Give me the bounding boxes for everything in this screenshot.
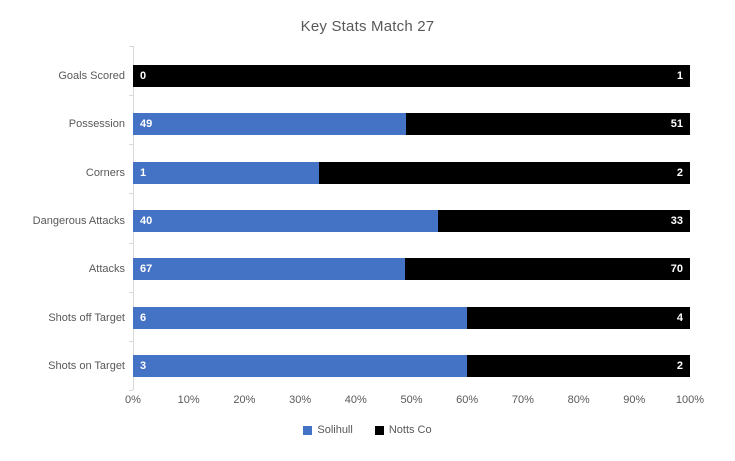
bar-row: Corners 1 2 [0,149,690,197]
x-axis: 0% 10% 20% 30% 40% 50% 60% 70% 80% 90% 100% [125,394,704,410]
x-axis-tick-label: 20% [233,394,256,406]
value-label-left: 0 [140,70,147,83]
x-axis-tick-label: 30% [289,394,312,406]
value-label-right: 2 [676,359,683,372]
category-label: Corners [85,166,125,179]
value-label-left: 1 [140,166,147,179]
legend-swatch-icon [374,425,384,435]
bar-row: Dangerous Attacks 40 33 [0,197,690,245]
bar-segment-notts-co [467,354,690,377]
x-axis-tick-label: 10% [177,394,200,406]
value-label-right: 1 [676,70,683,83]
bar-track: 49 51 [133,113,690,136]
y-axis-tick [129,340,133,342]
value-label-left: 40 [140,214,153,227]
bar-segment-solihull [133,354,468,377]
bar-segment-notts-co [405,113,690,136]
category-label: Shots off Target [48,311,125,324]
y-axis-tick [129,144,133,146]
x-axis-tick-label: 90% [623,394,646,406]
bar-segment-notts-co [438,209,690,232]
value-label-right: 33 [670,214,683,227]
bar-segment-solihull [133,306,468,329]
legend: Solihull Notts Co [0,424,735,436]
bar-segment-solihull [133,258,406,281]
category-label: Shots on Target [48,359,125,372]
value-label-right: 4 [676,311,683,324]
bar-segment-notts-co [318,161,690,184]
legend-swatch-icon [303,425,313,435]
bar-segment-solihull [133,161,319,184]
value-label-left: 3 [140,359,147,372]
y-axis-tick [129,95,133,97]
x-axis-tick-label: 70% [511,394,534,406]
category-label: Goals Scored [58,70,125,83]
y-axis-tick [129,242,133,244]
category-label: Possession [68,118,125,131]
bar-segment-notts-co [467,306,690,329]
x-axis-tick-label: 100% [675,394,705,406]
value-label-right: 2 [676,166,683,179]
value-label-right: 51 [670,118,683,131]
x-axis-tick-label: 50% [400,394,423,406]
value-label-left: 67 [140,263,153,276]
bar-segment-solihull [133,209,439,232]
y-axis-tick [129,193,133,195]
bar-row: Goals Scored 0 1 [0,52,690,100]
chart-title: Key Stats Match 27 [300,18,435,35]
y-axis-tick [129,390,133,391]
legend-label: Solihull [317,424,353,436]
x-axis-tick-label: 0% [125,394,141,406]
category-label: Attacks [88,263,125,276]
x-axis-tick-label: 60% [456,394,479,406]
category-label: Dangerous Attacks [32,214,125,227]
bar-rows: Goals Scored 0 1 Possession 49 51 Corners 1 2 Dan… [0,52,690,390]
bar-row: Attacks 67 70 [0,245,690,293]
bar-segment-notts-co [133,65,690,88]
bar-segment-solihull [133,113,406,136]
x-axis-tick-label: 40% [344,394,367,406]
bar-row: Possession 49 51 [0,100,690,148]
bar-row: Shots off Target 6 4 [0,293,690,341]
y-axis-tick [129,46,133,47]
x-axis-tick-label: 80% [567,394,590,406]
bar-segment-notts-co [405,258,690,281]
legend-label: Notts Co [388,424,432,436]
value-label-right: 70 [670,263,683,276]
legend-item-notts-co: Notts Co [374,424,432,436]
value-label-left: 49 [140,118,153,131]
value-label-left: 6 [140,311,147,324]
y-axis-tick [129,291,133,293]
bar-row: Shots on Target 3 2 [0,342,690,390]
bar-track: 40 33 [133,209,690,232]
legend-item-solihull: Solihull [303,424,353,436]
bar-track: 67 70 [133,258,690,281]
